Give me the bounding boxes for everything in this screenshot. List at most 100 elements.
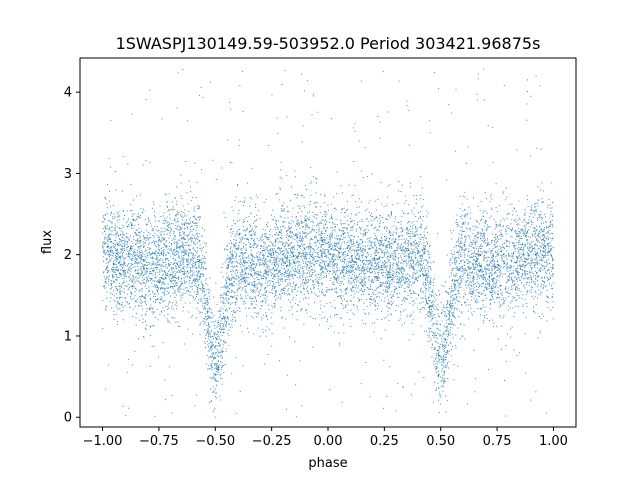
data-point [251, 254, 253, 256]
data-point [210, 350, 212, 352]
data-point [362, 280, 364, 282]
data-point [492, 255, 494, 257]
data-point [375, 216, 377, 218]
data-point [172, 279, 174, 281]
data-point [231, 373, 233, 375]
data-point [342, 234, 344, 236]
data-point [552, 225, 554, 227]
data-point [109, 250, 111, 252]
data-point [243, 260, 245, 262]
data-point [397, 281, 399, 283]
data-point [468, 269, 470, 271]
data-point [506, 269, 508, 271]
data-point [295, 284, 297, 286]
data-point [143, 337, 145, 339]
data-point [536, 259, 538, 261]
data-point [321, 216, 323, 218]
data-point [239, 390, 241, 392]
data-point [155, 258, 157, 260]
data-point [174, 255, 176, 257]
data-point [407, 239, 409, 241]
data-point [329, 222, 331, 224]
data-point [137, 252, 139, 254]
data-point [182, 69, 184, 71]
data-point [220, 294, 222, 296]
data-point [178, 260, 180, 262]
data-point [227, 301, 229, 303]
data-point [271, 345, 273, 347]
data-point [405, 280, 407, 282]
data-point [378, 257, 380, 259]
data-point [226, 267, 228, 269]
data-point [188, 290, 190, 292]
data-point [277, 263, 279, 265]
data-point [207, 304, 209, 306]
data-point [204, 287, 206, 289]
data-point [536, 297, 538, 299]
data-point [228, 324, 230, 326]
data-point [366, 269, 368, 271]
data-point [144, 314, 146, 316]
data-point [188, 254, 190, 256]
data-point [244, 265, 246, 267]
data-point [271, 304, 273, 306]
data-point [131, 260, 133, 262]
data-point [437, 309, 439, 311]
data-point [349, 267, 351, 269]
data-point [166, 201, 168, 203]
data-point [310, 251, 312, 253]
data-point [199, 271, 201, 273]
data-point [156, 255, 158, 257]
data-point [134, 281, 136, 283]
data-point [321, 241, 323, 243]
data-point [502, 246, 504, 248]
data-point [490, 292, 492, 294]
data-point [122, 264, 124, 266]
data-point [484, 266, 486, 268]
data-point [215, 392, 217, 394]
data-point [116, 269, 118, 271]
data-point [158, 240, 160, 242]
data-point [434, 317, 436, 319]
data-point [518, 295, 520, 297]
data-point [343, 332, 345, 334]
data-point [353, 303, 355, 305]
data-point [184, 253, 186, 255]
data-point [334, 245, 336, 247]
data-point [549, 217, 551, 219]
data-point [434, 358, 436, 360]
data-point [147, 295, 149, 297]
data-point [312, 225, 314, 227]
data-point [308, 204, 310, 206]
data-point [440, 386, 442, 388]
data-point [239, 279, 241, 281]
data-point [477, 258, 479, 260]
data-point [102, 217, 104, 219]
data-point [481, 271, 483, 273]
data-point [275, 276, 277, 278]
data-point [265, 272, 267, 274]
data-point [278, 247, 280, 249]
data-point [421, 258, 423, 260]
data-point [442, 386, 444, 388]
data-point [244, 278, 246, 280]
data-point [423, 260, 425, 262]
data-point [180, 271, 182, 273]
data-point [506, 214, 508, 216]
data-point [190, 291, 192, 293]
data-point [447, 302, 449, 304]
data-point [164, 261, 166, 263]
data-point [245, 261, 247, 263]
data-point [520, 237, 522, 239]
data-point [241, 278, 243, 280]
data-point [453, 297, 455, 299]
data-point [384, 291, 386, 293]
data-point [314, 301, 316, 303]
data-point [153, 268, 155, 270]
data-point [200, 311, 202, 313]
data-point [112, 204, 114, 206]
data-point [518, 255, 520, 257]
data-point [494, 291, 496, 293]
data-point [476, 278, 478, 280]
data-point [412, 267, 414, 269]
